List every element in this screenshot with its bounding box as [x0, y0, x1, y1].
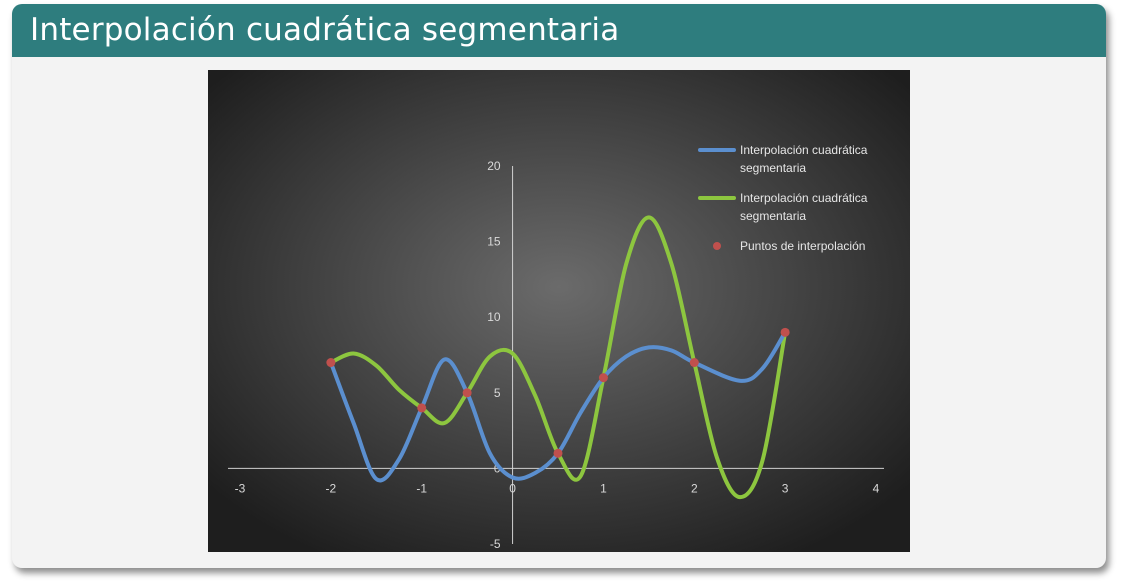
x-tick-label: -3	[235, 481, 246, 495]
interpolation-point	[553, 448, 563, 458]
interpolation-point	[689, 358, 699, 368]
slide-header: Interpolación cuadrática segmentaria	[12, 4, 1106, 57]
interpolation-point	[598, 373, 608, 383]
x-tick-label: 1	[600, 481, 607, 495]
slide-block: Interpolación cuadrática segmentaria -3-…	[12, 4, 1106, 568]
legend-label: segmentaria	[740, 161, 806, 175]
chart-series	[326, 215, 790, 500]
y-tick-label: -5	[490, 537, 501, 551]
series-line-green	[328, 215, 788, 500]
legend-swatch-point	[713, 242, 721, 250]
interpolation-point	[417, 403, 427, 413]
interpolation-point	[462, 388, 472, 398]
page-title: Interpolación cuadrática segmentaria	[30, 12, 620, 48]
x-tick-label: -1	[416, 481, 427, 495]
x-tick-label: 3	[782, 481, 789, 495]
y-tick-label: 10	[487, 310, 501, 324]
x-tick-label: -2	[326, 481, 337, 495]
legend-label: Interpolación cuadrática	[740, 143, 868, 157]
y-tick-label: 20	[487, 159, 501, 173]
x-tick-label: 2	[691, 481, 698, 495]
legend-label: segmentaria	[740, 209, 806, 223]
legend-label: Interpolación cuadrática	[740, 191, 868, 205]
legend-label: Puntos de interpolación	[740, 239, 865, 253]
chart-background	[208, 70, 910, 552]
y-tick-label: 15	[487, 235, 501, 249]
x-tick-label: 0	[509, 481, 516, 495]
y-tick-label: 0	[494, 461, 501, 475]
chart-legend: Interpolación cuadrática segmentaria Inter…	[698, 143, 868, 253]
chart: -3 -2 -1 0 1 2 3 4 -5 0 5 10 15 20 Interpolación cuad…	[208, 70, 910, 552]
interpolation-point	[326, 358, 336, 368]
y-tick-label: 5	[494, 386, 501, 400]
x-tick-label: 4	[873, 481, 880, 495]
chart-svg: -3 -2 -1 0 1 2 3 4 -5 0 5 10 15 20 Interpolación cuad…	[208, 70, 910, 552]
interpolation-point	[780, 327, 790, 337]
